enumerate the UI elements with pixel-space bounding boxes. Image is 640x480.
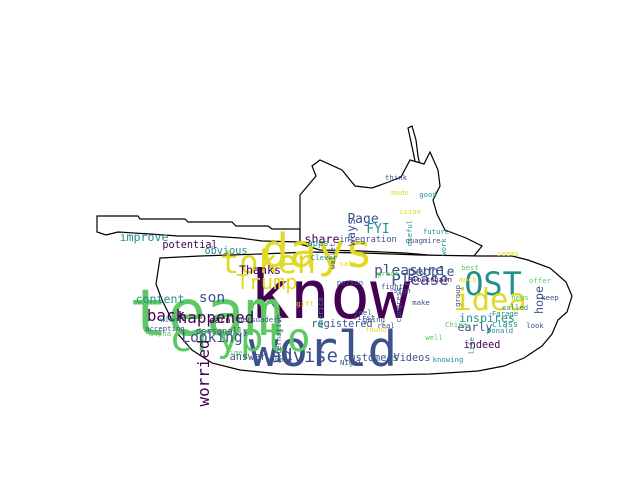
cloud-word: content	[136, 292, 185, 306]
cloud-word: answer	[230, 352, 267, 363]
cloud-word: life	[467, 337, 476, 355]
cloud-word: Looking	[181, 330, 242, 346]
cloud-word: wallet	[328, 243, 337, 269]
cloud-word: China	[445, 320, 467, 329]
cloud-word: world	[249, 320, 397, 378]
cloud-word: made	[391, 188, 409, 197]
cloud-word: fight	[381, 282, 403, 291]
cloud-word: pleasure	[374, 263, 444, 279]
cloud-word: keep	[541, 293, 559, 302]
cloud-word: crypto	[169, 316, 310, 361]
cloud-word: look	[526, 321, 544, 330]
cloud-word: integration	[339, 235, 397, 245]
cloud-word: Blockchain	[408, 275, 452, 284]
cloud-word: potential	[162, 240, 217, 251]
cloud-word: real	[377, 321, 395, 330]
cloud-word: Nigel	[340, 358, 362, 367]
cloud-word: become	[266, 355, 292, 364]
cloud-word: make	[412, 298, 430, 307]
cloud-word: early	[458, 320, 493, 334]
cloud-word: much	[459, 275, 477, 284]
cloud-word: OST	[464, 265, 522, 303]
cloud-word: improve	[120, 230, 169, 244]
cloud-word: America	[316, 298, 325, 329]
cloud-word: son	[199, 290, 225, 306]
cloud-word: wish	[160, 315, 178, 324]
tank-turret	[299, 150, 483, 257]
cloud-word: person	[337, 278, 363, 287]
cloud-word: well	[425, 333, 443, 342]
cloud-word: think	[385, 173, 408, 182]
cloud-word: Farage	[492, 309, 518, 318]
cloud-word: Trump	[236, 270, 297, 294]
cloud-word: feel	[354, 308, 372, 317]
cloud-word: earn	[210, 316, 231, 326]
cloud-word: great	[377, 269, 399, 278]
cloud-word: useful	[405, 220, 414, 246]
cloud-word: group	[453, 285, 462, 307]
cloud-word: first	[353, 313, 375, 322]
cloud-word: idea	[453, 283, 526, 318]
cloud-word: people	[408, 265, 455, 280]
cloud-word: good	[419, 190, 437, 199]
cloud-word: Donald	[487, 326, 513, 335]
cloud-word: sign	[393, 286, 411, 295]
cloud-word: gift	[296, 299, 314, 308]
cloud-word: ways	[344, 218, 358, 246]
cloud-word: seems	[497, 249, 519, 258]
cloud-word: Videos	[394, 353, 431, 364]
cloud-word: work	[439, 238, 448, 256]
cloud-word: share	[305, 232, 340, 246]
cloud-word: Thanks	[239, 263, 281, 277]
cloud-word: customers	[343, 353, 398, 364]
cloud-word: accepting	[145, 324, 185, 333]
cloud-word: future	[423, 227, 449, 236]
cloud-word: worried	[194, 340, 213, 407]
cloud-word: found	[365, 325, 387, 334]
cloud-word: token	[220, 243, 316, 281]
cloud-word: quagmire	[405, 236, 440, 245]
cloud-word: Clever	[311, 253, 338, 262]
tank-hull	[155, 251, 573, 376]
cloud-word: alternative	[274, 315, 283, 363]
cloud-word: inspires	[459, 311, 515, 325]
tank-silhouette-outline	[96, 125, 573, 376]
cloud-word: FYI	[366, 222, 389, 237]
cloud-word: best	[461, 263, 479, 272]
cloud-word: apps	[308, 239, 329, 249]
cloud-word: days	[261, 224, 373, 278]
cloud-word: obvious	[205, 246, 248, 257]
cloud-word: advise	[270, 346, 338, 367]
cloud-word: know	[250, 256, 411, 334]
cloud-word: news	[511, 293, 529, 302]
cloud-word: knowing	[433, 355, 464, 364]
cloud-word: Please	[391, 270, 448, 289]
cloud-word: persuaders	[238, 315, 282, 324]
cloud-word: Page	[347, 212, 378, 227]
cloud-word: offer	[529, 276, 552, 285]
cloud-word: going	[363, 315, 385, 324]
cloud-word: personally	[196, 327, 248, 337]
cloud-word: happened	[178, 308, 255, 327]
cloud-word: team	[129, 277, 283, 351]
cloud-word: time	[225, 348, 243, 357]
cloud-word: class	[492, 320, 518, 330]
cloud-word: sale	[339, 259, 357, 268]
cloud-word: registered	[311, 319, 372, 330]
cloud-word: congress	[394, 287, 403, 322]
cloud-word: hope	[532, 286, 546, 314]
cloud-word: issue	[399, 207, 421, 216]
cloud-word: alpha	[149, 329, 171, 338]
cloud-word: called	[502, 303, 528, 312]
cloud-word: back	[147, 306, 186, 325]
cloud-word: indeed	[464, 340, 501, 351]
